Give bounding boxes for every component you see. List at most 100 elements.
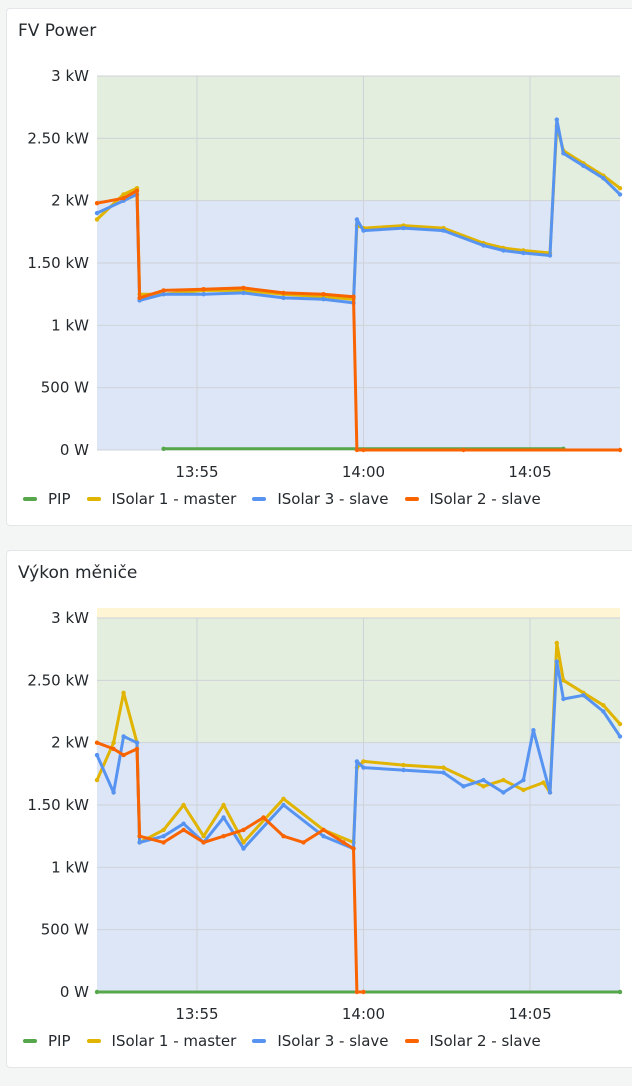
- legend-label: ISolar 2 - slave: [429, 490, 541, 508]
- legend-label: PIP: [48, 1032, 71, 1050]
- data-point: [541, 780, 546, 785]
- data-point: [354, 989, 360, 995]
- legend-swatch: [252, 497, 267, 501]
- data-point: [521, 250, 526, 256]
- legend-swatch: [23, 1039, 37, 1043]
- data-point: [121, 690, 126, 695]
- data-point: [137, 295, 142, 301]
- data-point: [121, 752, 126, 758]
- legend-swatch: [86, 1039, 101, 1043]
- data-point: [501, 777, 506, 783]
- data-point: [201, 292, 206, 297]
- data-point: [361, 765, 366, 770]
- data-point: [351, 294, 356, 299]
- data-point: [321, 292, 326, 297]
- legend-item[interactable]: ISolar 2 - slave: [404, 490, 541, 508]
- y-tick-label: 0 W: [60, 983, 89, 1001]
- data-point: [617, 447, 623, 453]
- data-point: [361, 447, 366, 453]
- legend-item[interactable]: ISolar 1 - master: [86, 490, 236, 508]
- data-point: [547, 790, 553, 795]
- x-tick-label: 13:55: [175, 1005, 218, 1023]
- data-point: [601, 703, 606, 708]
- legend-item[interactable]: ISolar 3 - slave: [252, 490, 389, 508]
- fv-power-panel: FV Power 0 W 500 W 1 kW 1.50 kW 2 kW 2.50 kW 3…: [6, 8, 632, 526]
- data-point: [137, 834, 142, 839]
- data-point: [481, 777, 486, 783]
- data-point: [521, 787, 526, 793]
- legend-item[interactable]: ISolar 2 - slave: [404, 1032, 541, 1050]
- y-tick-label: 2.50 kW: [27, 671, 89, 689]
- data-point: [301, 840, 306, 845]
- data-point: [121, 196, 126, 201]
- y-tick-label: 2 kW: [51, 734, 89, 752]
- data-point: [161, 834, 166, 839]
- legend: PIP ISolar 1 - master ISolar 3 - slave ISol…: [23, 1032, 557, 1050]
- data-point: [601, 176, 606, 181]
- data-point: [581, 693, 586, 698]
- data-point: [561, 151, 566, 156]
- data-point: [461, 447, 466, 453]
- data-point: [111, 740, 116, 745]
- data-point: [201, 287, 206, 292]
- y-tick-label: 500 W: [41, 379, 89, 397]
- y-tick-label: 3 kW: [51, 67, 89, 85]
- y-tick-label: 500 W: [41, 921, 89, 939]
- data-point: [321, 834, 326, 839]
- data-point: [181, 821, 186, 826]
- data-point: [354, 447, 360, 453]
- data-point: [581, 163, 586, 168]
- data-point: [121, 192, 126, 197]
- data-point: [241, 827, 246, 833]
- data-point: [361, 759, 366, 764]
- x-tick-label: 14:05: [508, 463, 551, 481]
- data-point: [134, 188, 140, 193]
- data-point: [161, 288, 166, 293]
- data-point: [531, 728, 536, 733]
- data-point: [281, 796, 286, 801]
- data-point: [561, 678, 566, 683]
- legend-item[interactable]: ISolar 1 - master: [86, 1032, 237, 1050]
- data-point: [601, 709, 606, 714]
- legend: PIP ISolar 1 - master ISolar 3 - slave ISol…: [23, 490, 557, 508]
- data-point: [617, 186, 623, 191]
- legend-swatch: [23, 497, 37, 501]
- data-point: [401, 225, 406, 231]
- data-point: [241, 840, 246, 845]
- data-point: [134, 740, 140, 745]
- data-point: [617, 989, 623, 995]
- fv-power-chart: 0 W 500 W 1 kW 1.50 kW 2 kW 2.50 kW 3 kW 13:55 1…: [27, 67, 623, 481]
- y-tick-label: 1.50 kW: [27, 254, 89, 272]
- data-point: [181, 802, 186, 808]
- data-point: [221, 815, 226, 820]
- data-point: [521, 777, 526, 783]
- data-point: [94, 777, 100, 783]
- data-point: [361, 989, 366, 995]
- panel-title: Výkon měniče: [18, 563, 138, 583]
- legend-item[interactable]: PIP: [23, 490, 71, 508]
- data-point: [441, 765, 446, 770]
- legend-label: ISolar 1 - master: [111, 1032, 237, 1050]
- inverter-power-panel: Výkon měniče 0 W 500 W 1 kW 1.50 kW 2 kW 2.50…: [6, 550, 632, 1068]
- data-point: [617, 721, 623, 727]
- legend-item[interactable]: ISolar 3 - slave: [252, 1032, 389, 1050]
- threshold-band-2: [97, 608, 620, 618]
- data-point: [94, 201, 100, 206]
- data-point: [111, 790, 116, 795]
- data-point: [111, 746, 116, 752]
- data-point: [617, 192, 623, 197]
- data-point: [321, 827, 326, 833]
- data-point: [554, 640, 559, 646]
- data-point: [561, 696, 566, 702]
- x-tick-label: 14:05: [508, 1005, 551, 1023]
- data-point: [201, 834, 206, 839]
- data-point: [121, 734, 126, 739]
- data-point: [94, 740, 100, 745]
- y-tick-label: 3 kW: [51, 609, 89, 627]
- data-point: [341, 840, 346, 845]
- data-point: [201, 840, 206, 845]
- legend-label: ISolar 3 - slave: [277, 1032, 389, 1050]
- data-point: [354, 217, 360, 222]
- legend-item[interactable]: PIP: [23, 1032, 71, 1050]
- data-point: [94, 217, 100, 222]
